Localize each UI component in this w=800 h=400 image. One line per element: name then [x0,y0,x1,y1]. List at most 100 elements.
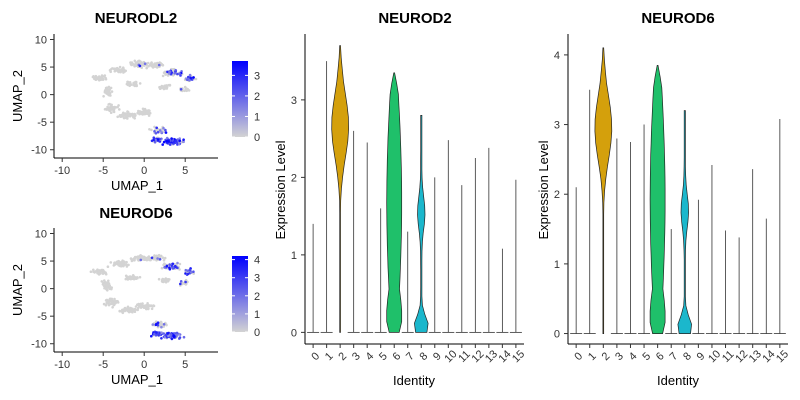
y-tick-label: 3 [291,95,297,107]
umap-cell-point [132,115,135,119]
umap-cell-point [110,287,113,291]
umap-cell-point [179,282,182,286]
y-tick-label: -10 [31,145,47,157]
umap-cell-point [108,102,111,106]
violin-neurod2-title: NEUROD2 [378,10,451,27]
violin-neurod6-title: NEUROD6 [641,10,714,27]
umap-cell-point [162,332,165,335]
x-tick-label: 6 [654,350,667,363]
umap-cell-point [155,66,159,69]
y-tick-label: 3 [554,120,560,132]
umap-cell-point [155,322,158,326]
x-tick-label: 5 [182,165,188,177]
umap-cell-point [137,258,140,261]
umap-cell-point [179,280,183,283]
umap-cell-point [106,92,110,95]
x-tick-label: 2 [600,350,613,363]
umap-cell-point [153,332,156,336]
umap-cell-point [137,109,140,113]
umap-neurod6-x-ticks: -10 -5 0 5 [54,352,188,371]
umap-cell-point [101,272,105,275]
violin-shape [386,72,403,333]
y-tick-label: 4 [554,50,560,62]
umap-neurod2-title: NEURODL2 [95,10,178,27]
umap-cell-point [176,261,179,265]
umap-cell-point [122,116,126,120]
umap-cell-point [186,272,190,276]
umap-cell-point [112,106,116,109]
umap-neurod2-legend-ticks: 3 2 1 0 [232,70,260,144]
umap-cell-point [118,114,122,118]
umap-cell-point [116,115,119,119]
umap-cell-point [133,307,137,311]
x-tick-label: 5 [377,350,390,363]
y-tick-label: 2 [554,189,560,201]
umap-cell-point [147,109,151,112]
umap-cell-point [137,306,140,310]
umap-cell-point [112,110,116,114]
umap-cell-point [138,64,142,68]
umap-cell-point [89,270,93,274]
umap-neurod6-title: NEUROD6 [99,205,172,222]
umap-cell-point [164,128,167,132]
umap-cell-point [172,334,176,338]
umap-cell-point [105,288,108,291]
umap-cell-point [135,276,139,279]
legend-tick-label: 4 [254,255,260,267]
umap-cell-point [134,64,138,68]
umap-cell-point [155,63,159,67]
x-tick-label: -10 [54,165,70,177]
umap-cell-point [146,302,149,305]
umap-cell-point [133,310,137,314]
x-tick-label: 0 [309,350,322,363]
umap-cell-point [154,132,158,135]
umap-cell-point [136,111,139,115]
umap-cell-point [109,70,112,74]
umap-cell-point [127,82,131,85]
umap-cell-point [129,61,132,64]
umap-cell-point [93,271,96,274]
x-tick-label: 0 [572,350,585,363]
umap-cell-point [174,139,177,142]
violin-neurod2-y-ticks: 0 1 2 3 [291,95,305,339]
violin-shape [414,115,429,333]
violin-neurod6-y-ticks: 0 1 2 3 4 [554,50,568,341]
umap-cell-point [178,262,182,266]
umap-cell-point [101,77,105,81]
umap-cell-point [108,285,112,289]
umap-neurod6-y-ticks: 10 5 0 -5 -10 [31,229,54,351]
legend-tick-label: 3 [254,70,260,82]
umap-cell-point [162,323,166,326]
umap-cell-point [169,333,173,336]
umap-neurod6-legend-colorbar [232,256,248,332]
umap-cell-point [158,254,161,258]
umap-cell-point [161,256,165,260]
umap-neurod2-points [91,59,198,146]
umap-cell-point [170,137,173,140]
violin-neurod2-violins [307,45,522,333]
umap-cell-point [133,112,136,116]
umap-cell-point [146,306,149,309]
umap-cell-point [147,304,150,307]
umap-cell-point [133,255,137,259]
umap-neurod2-legend-colorbar [232,61,248,137]
umap-cell-point [120,68,123,71]
x-tick-label: 8 [418,350,431,363]
x-tick-label: 7 [404,350,417,363]
umap-cell-point [125,263,129,267]
umap-cell-point [152,136,156,139]
umap-cell-point [183,89,186,93]
umap-cell-point [104,88,108,92]
umap-cell-point [141,107,145,111]
umap-cell-point [126,275,130,279]
umap-cell-point [167,334,170,338]
umap-cell-point [104,76,107,80]
y-tick-label: 1 [291,250,297,262]
umap-cell-point [92,268,95,272]
umap-cell-point [138,82,142,85]
umap-cell-point [168,83,172,87]
x-tick-label: 15 [774,348,791,365]
umap-cell-point [110,301,114,305]
violin-shape [677,110,692,334]
umap-cell-point [186,269,189,273]
